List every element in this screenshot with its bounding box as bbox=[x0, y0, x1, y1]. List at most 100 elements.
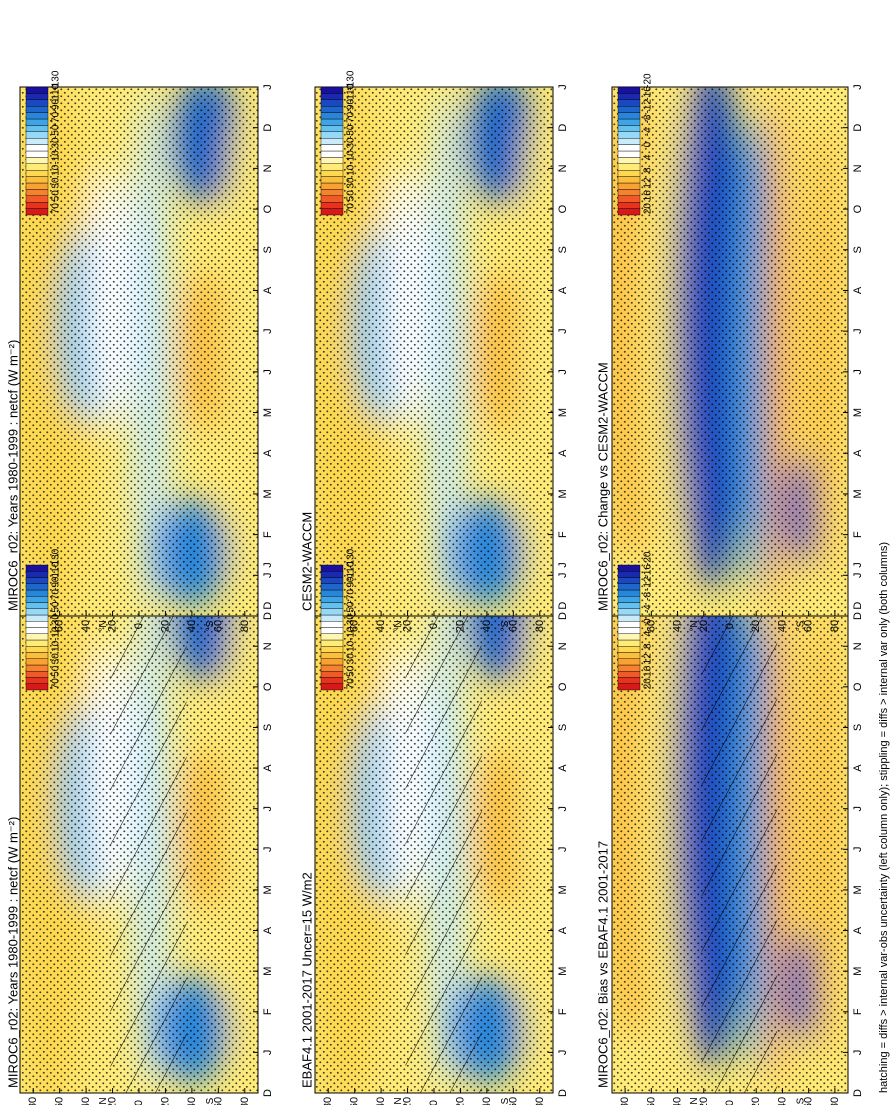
colorbar-swatch bbox=[25, 195, 49, 203]
colorbar-swatch bbox=[25, 596, 49, 603]
month-label: O bbox=[557, 682, 569, 691]
month-label: S bbox=[557, 724, 569, 731]
month-label: J bbox=[262, 562, 274, 568]
colorbar-swatch bbox=[320, 583, 344, 591]
colorbar-swatch bbox=[320, 169, 344, 177]
month-label: S bbox=[852, 724, 864, 731]
colorbar-swatch bbox=[25, 105, 49, 113]
colorbar-swatch bbox=[25, 608, 49, 616]
colorbar-label: 0 bbox=[643, 141, 654, 147]
month-label: O bbox=[262, 204, 274, 213]
colorbar-swatch bbox=[25, 683, 49, 691]
lat-label: 40 bbox=[776, 1097, 788, 1105]
colorbar-label: 70 bbox=[346, 678, 357, 690]
colorbar-swatch bbox=[320, 683, 344, 691]
colorbar-swatch bbox=[617, 671, 641, 678]
colorbar-label: 12 bbox=[643, 177, 654, 189]
colorbar-swatch bbox=[25, 664, 49, 672]
colorbar-label: -70 bbox=[51, 589, 62, 604]
month-label: M bbox=[262, 885, 274, 894]
month-label: O bbox=[852, 204, 864, 213]
colorbar-label: -110 bbox=[346, 83, 357, 103]
month-label: J bbox=[557, 806, 569, 812]
hatching-overlay bbox=[405, 565, 482, 1093]
colorbar-swatch bbox=[617, 86, 641, 94]
colorbar-swatch bbox=[25, 176, 49, 184]
colorbar-swatch bbox=[617, 93, 641, 101]
panel-6-field bbox=[612, 87, 848, 616]
lat-label: 60 bbox=[349, 1097, 361, 1105]
colorbar-swatch bbox=[320, 602, 344, 609]
colorbar-swatch bbox=[617, 602, 641, 609]
month-label: J bbox=[262, 369, 274, 375]
colorbar-swatch bbox=[25, 118, 49, 126]
hemisphere-south-label: °S bbox=[500, 1097, 511, 1105]
colorbar-swatch bbox=[320, 131, 344, 139]
month-label: J bbox=[557, 847, 569, 853]
month-label: F bbox=[262, 531, 274, 538]
lat-label: 40 bbox=[672, 1097, 684, 1105]
colorbar-swatch bbox=[617, 195, 641, 203]
lat-label: 40 bbox=[80, 1097, 92, 1105]
colorbar-swatch bbox=[320, 564, 344, 572]
colorbar-label: 30 bbox=[346, 177, 357, 189]
panel-4: CESM2-WACCMDJFMAMJJASONDJ806040200204060… bbox=[300, 84, 570, 632]
colorbar-swatch bbox=[617, 176, 641, 184]
colorbar-swatch bbox=[25, 86, 49, 94]
month-label: A bbox=[262, 926, 274, 934]
month-label: D bbox=[852, 612, 864, 620]
colorbar-label: 12 bbox=[643, 653, 654, 665]
hemisphere-north-label: °N bbox=[393, 1097, 404, 1105]
colorbar-label: -20 bbox=[643, 73, 654, 88]
lat-label: 20 bbox=[454, 620, 466, 632]
month-label: A bbox=[852, 286, 864, 294]
lat-label: 80 bbox=[27, 1097, 39, 1105]
month-label: D bbox=[852, 124, 864, 132]
lat-label: 80 bbox=[534, 1097, 546, 1105]
month-label: J bbox=[557, 84, 569, 90]
colorbar-swatch bbox=[25, 589, 49, 597]
colorbar-swatch bbox=[320, 118, 344, 126]
colorbar-swatch bbox=[25, 144, 49, 152]
month-label: J bbox=[557, 328, 569, 334]
colorbar-swatch bbox=[617, 639, 641, 647]
colorbar-swatch bbox=[617, 150, 641, 158]
colorbar-label: 8 bbox=[643, 643, 654, 649]
colorbar-label: 30 bbox=[346, 653, 357, 665]
month-label: M bbox=[852, 885, 864, 894]
month-label: J bbox=[262, 806, 274, 812]
lat-label: 20 bbox=[698, 1097, 710, 1105]
colorbar-swatch bbox=[25, 671, 49, 678]
colorbar-swatch bbox=[320, 639, 344, 647]
colorbar-label: -90 bbox=[51, 99, 62, 114]
month-label: J bbox=[852, 84, 864, 90]
month-label: M bbox=[262, 408, 274, 417]
hemisphere-north-label: °N bbox=[689, 1097, 700, 1105]
colorbar-swatch bbox=[25, 564, 49, 572]
lat-label: 40 bbox=[186, 620, 198, 632]
colorbar-label: -4 bbox=[643, 127, 654, 136]
panel-title: CESM2-WACCM bbox=[300, 512, 315, 611]
colorbar-label: -70 bbox=[51, 111, 62, 126]
lat-label: 80 bbox=[619, 1097, 631, 1105]
month-label: S bbox=[262, 724, 274, 731]
colorbar-swatch bbox=[617, 169, 641, 177]
colorbar-swatch bbox=[617, 596, 641, 603]
lat-label: 40 bbox=[375, 620, 387, 632]
colorbar-swatch bbox=[617, 163, 641, 171]
colorbar-label: 4 bbox=[643, 154, 654, 160]
month-label: J bbox=[852, 573, 864, 579]
colorbar-swatch bbox=[25, 137, 49, 145]
colorbar-label: 16 bbox=[643, 665, 654, 677]
colorbar-swatch bbox=[25, 646, 49, 653]
colorbar-swatch bbox=[320, 577, 344, 584]
colorbar-swatch bbox=[320, 652, 344, 659]
colorbar-swatch bbox=[320, 157, 344, 164]
lat-label: 0 bbox=[724, 1100, 736, 1105]
lat-label: 60 bbox=[803, 1097, 815, 1105]
colorbar-label: -130 bbox=[346, 70, 357, 90]
month-label: A bbox=[557, 286, 569, 294]
month-label: A bbox=[557, 926, 569, 934]
colorbar-swatch bbox=[320, 671, 344, 678]
